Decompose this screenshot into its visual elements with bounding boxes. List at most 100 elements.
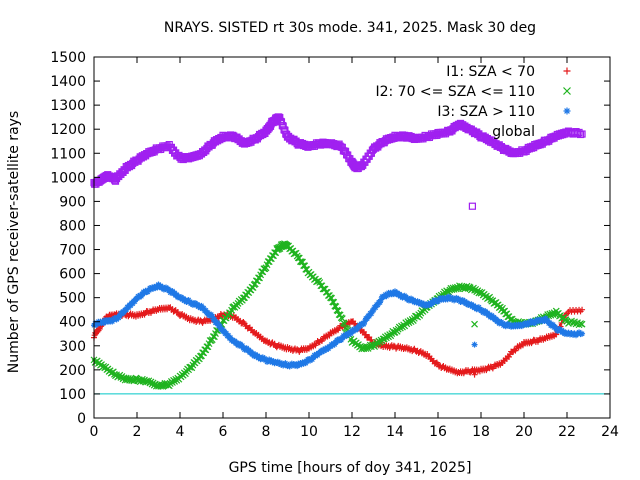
data-point	[338, 337, 345, 344]
data-point	[255, 274, 262, 282]
data-point	[227, 334, 234, 341]
legend-marker-i1-sza-70	[563, 67, 571, 75]
data-point	[364, 315, 371, 322]
data-point	[279, 360, 286, 367]
x-tick-label: 6	[219, 424, 228, 440]
data-point	[150, 285, 157, 292]
data-point	[281, 126, 289, 134]
data-point	[579, 306, 586, 313]
data-point	[96, 325, 103, 332]
data-point	[486, 311, 493, 318]
data-point	[276, 114, 284, 122]
data-point	[370, 307, 377, 314]
y-tick-label: 700	[59, 243, 86, 259]
y-tick-label: 100	[59, 387, 86, 403]
x-tick-label: 0	[90, 424, 99, 440]
x-tick-label: 2	[133, 424, 142, 440]
data-point	[296, 361, 303, 368]
data-point	[239, 342, 246, 349]
data-point	[263, 356, 269, 363]
data-point	[360, 321, 367, 328]
data-point	[139, 291, 146, 298]
data-point	[211, 316, 218, 323]
x-tick-label: 18	[472, 424, 490, 440]
x-tick-label: 14	[386, 424, 404, 440]
data-point	[307, 357, 314, 364]
y-tick-label: 0	[77, 411, 86, 427]
data-point	[354, 326, 361, 333]
y-tick-label: 300	[59, 339, 86, 355]
y-tick-label: 900	[59, 194, 86, 210]
series-i3-sza-110	[91, 281, 586, 370]
data-point	[276, 359, 283, 366]
data-point	[499, 320, 506, 327]
data-point	[361, 318, 368, 325]
legend-entry-i1-label: I1: SZA < 70	[446, 64, 535, 80]
data-point	[329, 342, 336, 349]
data-point	[325, 345, 332, 352]
data-point	[578, 130, 586, 138]
x-tick-label: 12	[343, 424, 361, 440]
x-tick-label: 16	[429, 424, 447, 440]
legend-entry-global-label: global	[492, 124, 535, 140]
x-tick-label: 8	[262, 424, 271, 440]
axes-layer: 0 2 4 6 8 10 12 14 16 18 20 22 240100200300400500600…	[50, 50, 619, 440]
data-point	[577, 320, 584, 327]
data-point	[376, 299, 383, 306]
y-tick-label: 1500	[50, 50, 86, 66]
data-point	[216, 322, 223, 329]
y-tick-label: 400	[59, 315, 86, 331]
data-point	[352, 327, 359, 334]
y-tick-label: 1300	[50, 98, 86, 114]
legend: I1: SZA < 70 I2: 70 <= SZA <= 110 I3: SZ…	[375, 64, 571, 140]
data-point	[372, 304, 379, 311]
data-point	[418, 299, 425, 306]
data-point	[579, 330, 586, 337]
data-point	[341, 333, 348, 340]
data-point	[453, 294, 460, 301]
data-point	[221, 327, 228, 334]
data-point	[294, 363, 301, 370]
data-point	[416, 299, 423, 306]
data-point	[314, 352, 321, 359]
data-point	[323, 346, 330, 353]
data-point	[138, 293, 145, 300]
data-point	[447, 294, 454, 301]
data-point	[542, 315, 549, 322]
x-tick-label: 22	[558, 424, 576, 440]
data-point	[268, 357, 275, 364]
data-point	[578, 320, 586, 328]
data-point	[335, 338, 342, 345]
data-point	[209, 333, 217, 340]
outlier-point	[471, 320, 478, 328]
data-point	[100, 320, 107, 327]
data-point	[546, 319, 553, 326]
data-point	[445, 293, 452, 300]
data-point	[341, 320, 348, 328]
data-point	[321, 347, 328, 354]
y-tick-label: 1100	[50, 146, 86, 162]
data-point	[332, 339, 339, 346]
data-point	[424, 302, 431, 309]
series-global	[90, 113, 586, 188]
data-point	[282, 360, 289, 367]
data-point	[298, 361, 305, 368]
data-point	[504, 320, 511, 327]
data-point	[316, 350, 323, 357]
data-point	[115, 314, 122, 321]
data-point	[121, 309, 128, 316]
data-point	[444, 296, 451, 303]
data-point	[312, 353, 319, 360]
legend-entry-i3-label: I3: SZA > 110	[437, 104, 535, 120]
x-tick-label: 20	[515, 424, 533, 440]
data-point	[309, 356, 316, 363]
data-point	[345, 331, 352, 338]
data-point	[204, 309, 211, 316]
data-point	[200, 305, 207, 312]
y-tick-label: 800	[59, 218, 86, 234]
y-tick-label: 600	[59, 267, 86, 283]
data-point	[310, 354, 317, 361]
data-point	[331, 341, 338, 348]
data-point	[141, 289, 148, 296]
